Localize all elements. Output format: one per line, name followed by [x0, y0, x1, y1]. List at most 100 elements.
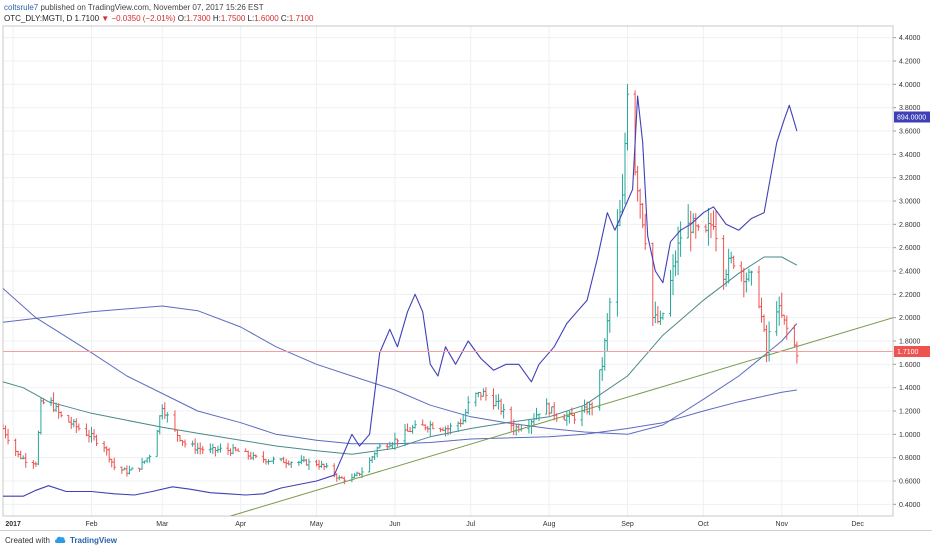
- ohlc-bar: [112, 457, 116, 471]
- volume-line: [3, 95, 798, 497]
- ohlc-bar: [496, 394, 501, 410]
- x-tick-label: Mar: [156, 521, 169, 528]
- open-label: O:: [177, 14, 187, 23]
- ohlc-bar: [355, 471, 359, 477]
- ohlc-bar: [661, 312, 665, 320]
- ohlc-bar: [307, 458, 311, 471]
- ohlc-bar: [251, 452, 255, 461]
- ohlc-bar: [775, 301, 779, 336]
- ohlc-bar: [466, 396, 470, 415]
- ohlc-bar: [31, 460, 35, 469]
- ohlc-bar: [704, 224, 708, 233]
- ohlc-bar: [158, 415, 162, 435]
- ohlc-bar: [148, 454, 152, 463]
- ohlc-bar: [509, 406, 513, 432]
- ohlc-bar: [59, 411, 63, 418]
- ohlc-bar: [211, 443, 215, 454]
- ohlc-bar: [494, 394, 498, 407]
- ohlc-bar: [474, 392, 478, 407]
- x-tick-label: Apr: [235, 521, 247, 528]
- ohlc-bar: [213, 446, 217, 457]
- ohlc-bar: [193, 438, 197, 454]
- ohlc-bar: [261, 451, 266, 463]
- ohlc-bar: [107, 447, 111, 463]
- ohlc-bar: [266, 459, 271, 465]
- ohlc-bar: [620, 174, 625, 215]
- ohlc-bar: [67, 414, 71, 423]
- ohlc-bar: [600, 357, 604, 381]
- ohlc-bar: [289, 461, 293, 468]
- plot-series: [3, 84, 893, 516]
- ohlc-bar: [140, 457, 144, 470]
- y-tick-label: 1.0000: [899, 432, 921, 439]
- ohlc-bar: [393, 432, 397, 450]
- ohlc-bar: [689, 210, 693, 252]
- ohlc-bar: [77, 423, 81, 431]
- ohlc-bar: [656, 306, 660, 324]
- volume-value-tag: 894.0000: [897, 115, 926, 122]
- ohlc-bar: [636, 165, 640, 202]
- x-tick-label: Jun: [389, 521, 400, 528]
- ohlc-bar: [246, 450, 250, 460]
- ohlc-bar: [653, 301, 657, 324]
- author-link[interactable]: coltsrule7: [4, 3, 39, 12]
- ohlc-bar: [231, 443, 235, 455]
- published-text: published on TradingView.com, November 0…: [40, 3, 264, 12]
- ohlc-bar: [550, 406, 554, 414]
- ohlc-bar: [236, 448, 240, 452]
- ohlc-bar: [696, 224, 700, 231]
- ohlc-bar: [714, 210, 718, 252]
- ohlc-bar: [608, 297, 612, 333]
- x-tick-label: 2017: [5, 521, 21, 528]
- footer: Created with TradingView: [0, 530, 932, 551]
- ohlc-bar: [668, 269, 673, 317]
- ohlc-bar: [228, 448, 233, 457]
- ohlc-bar: [335, 473, 339, 482]
- ohlc-bar: [686, 204, 690, 239]
- ohlc-bar: [299, 455, 303, 465]
- y-tick-label: 2.0000: [899, 315, 921, 322]
- ohlc-bar: [105, 446, 109, 456]
- ohlc-bar: [287, 460, 291, 466]
- ohlc-bar: [580, 405, 584, 427]
- close-value: 1.7100: [288, 14, 314, 23]
- ohlc-bar: [795, 341, 799, 364]
- ohlc-bar: [643, 213, 647, 250]
- ohlc-bar: [173, 410, 177, 432]
- ohlc-bar: [403, 424, 407, 447]
- y-tick-label: 3.6000: [899, 129, 921, 136]
- high-value: 1.7500: [220, 14, 246, 23]
- ohlc-bar: [218, 443, 223, 453]
- ohlc-bar: [572, 412, 577, 424]
- ohlc-bar: [6, 428, 10, 445]
- high-label: H:: [212, 14, 221, 23]
- y-tick-label: 3.8000: [899, 105, 921, 112]
- ohlc-bar: [405, 423, 410, 432]
- y-tick-label: 0.8000: [899, 455, 921, 462]
- ohlc-bar: [317, 459, 321, 470]
- created-with-text: Created with: [5, 536, 50, 545]
- ohlc-bar: [92, 429, 96, 441]
- ohlc-bar: [325, 462, 329, 469]
- ohlc-bar: [638, 188, 642, 219]
- ohlc-bar: [302, 455, 306, 463]
- ohlc-bar: [721, 235, 726, 290]
- tradingview-brand[interactable]: TradingView: [70, 536, 117, 545]
- ohlc-bar: [481, 388, 485, 397]
- y-tick-label: 4.4000: [899, 35, 921, 42]
- ohlc-bar: [249, 451, 253, 460]
- y-tick-label: 0.6000: [899, 479, 921, 486]
- symbol-label[interactable]: OTC_DLY:MGTI, D: [4, 14, 73, 23]
- ohlc-bar: [732, 255, 736, 270]
- y-tick-label: 2.8000: [899, 222, 921, 229]
- ohlc-bar: [499, 398, 503, 415]
- price-chart[interactable]: 0.4000 0.6000 0.8000 1.0000 1.2000 1.4000 1.60…: [0, 24, 932, 530]
- ohlc-bar: [785, 315, 789, 340]
- ohlc-bar: [759, 297, 764, 323]
- y-tick-label: 1.6000: [899, 362, 921, 369]
- ma-long-line: [3, 305, 798, 435]
- ohlc-bar: [390, 442, 394, 449]
- ohlc-bar: [567, 410, 571, 424]
- ohlc-bar: [443, 426, 448, 437]
- y-tick-label: 4.2000: [899, 59, 921, 66]
